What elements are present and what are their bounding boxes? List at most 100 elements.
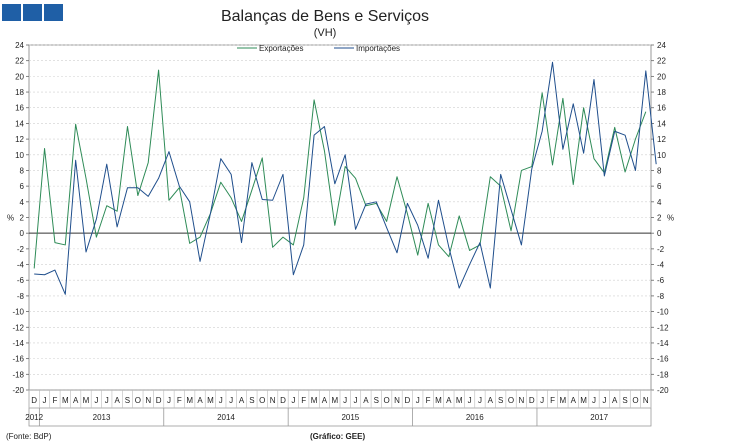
- legend-label: Exportações: [259, 44, 303, 53]
- x-month-label: D: [404, 396, 410, 405]
- x-month-label: O: [632, 396, 638, 405]
- x-month-label: N: [394, 396, 400, 405]
- x-year-label: 2013: [93, 413, 111, 422]
- y-tick-label: 10: [657, 151, 666, 160]
- y-tick-label: 0: [657, 229, 662, 238]
- source-note: (Fonte: BdP): [6, 432, 52, 441]
- x-month-label: A: [239, 396, 245, 405]
- y-tick-label: -8: [657, 292, 665, 301]
- y-tick-label: -8: [17, 292, 25, 301]
- x-month-label: F: [550, 396, 555, 405]
- y-tick-label: -16: [657, 355, 669, 364]
- x-month-label: S: [498, 396, 503, 405]
- x-month-label: S: [374, 396, 379, 405]
- x-month-label: J: [105, 396, 109, 405]
- x-month-label: D: [529, 396, 535, 405]
- x-month-label: S: [125, 396, 130, 405]
- y-tick-label: -10: [12, 308, 24, 317]
- x-month-label: J: [94, 396, 98, 405]
- x-month-label: M: [331, 396, 338, 405]
- y-tick-label: -12: [12, 323, 24, 332]
- x-month-label: A: [363, 396, 369, 405]
- x-month-label: O: [259, 396, 265, 405]
- x-month-label: J: [602, 396, 606, 405]
- y-tick-label: 2: [657, 214, 662, 223]
- x-month-label: M: [456, 396, 463, 405]
- x-month-label: A: [571, 396, 577, 405]
- y-tick-label: 14: [15, 119, 24, 128]
- x-month-label: J: [219, 396, 223, 405]
- y-tick-label: -18: [657, 370, 669, 379]
- x-month-label: M: [435, 396, 442, 405]
- logo-square-icon: [2, 4, 21, 21]
- x-month-label: A: [197, 396, 203, 405]
- x-month-label: O: [508, 396, 514, 405]
- y-tick-label: -14: [12, 339, 24, 348]
- y-tick-label: 22: [657, 57, 666, 66]
- x-year-label: 2014: [217, 413, 235, 422]
- x-month-label: F: [301, 396, 306, 405]
- x-month-label: N: [519, 396, 525, 405]
- x-month-label: A: [322, 396, 328, 405]
- x-month-label: A: [73, 396, 79, 405]
- x-month-label: D: [31, 396, 37, 405]
- y-tick-label: -20: [657, 386, 669, 395]
- x-month-label: J: [540, 396, 544, 405]
- series-line-importações: [34, 61, 657, 295]
- x-month-label: J: [592, 396, 596, 405]
- x-month-label: A: [488, 396, 494, 405]
- x-year-label: 2016: [466, 413, 484, 422]
- y-tick-label: 20: [657, 72, 666, 81]
- bank-logo: [2, 4, 63, 21]
- x-month-label: S: [249, 396, 254, 405]
- y-tick-label: 6: [20, 182, 25, 191]
- series-line-exportações: [33, 69, 647, 269]
- y-tick-label: 4: [657, 198, 662, 207]
- chart-title: Balanças de Bens e Serviços: [220, 8, 430, 25]
- x-month-label: J: [343, 396, 347, 405]
- x-month-label: D: [280, 396, 286, 405]
- x-month-label: F: [177, 396, 182, 405]
- chart-credit: (Gráfico: GEE): [310, 432, 366, 441]
- y-tick-label: 24: [657, 41, 666, 50]
- x-month-label: M: [62, 396, 69, 405]
- x-month-label: J: [167, 396, 171, 405]
- x-year-label: 2015: [341, 413, 359, 422]
- x-month-label: D: [156, 396, 162, 405]
- x-month-label: O: [384, 396, 390, 405]
- y-tick-label: -2: [657, 245, 665, 254]
- y-tick-label: 10: [15, 151, 24, 160]
- x-month-label: M: [580, 396, 587, 405]
- y-unit-label: %: [667, 214, 674, 223]
- y-tick-label: 14: [657, 119, 666, 128]
- y-tick-label: -4: [17, 261, 25, 270]
- x-month-label: J: [416, 396, 420, 405]
- x-month-label: J: [229, 396, 233, 405]
- x-month-label: A: [446, 396, 452, 405]
- y-tick-label: 18: [15, 88, 24, 97]
- x-month-label: M: [83, 396, 90, 405]
- x-month-label: N: [643, 396, 649, 405]
- chart-subtitle: (VH): [313, 27, 337, 39]
- logo-square-icon: [23, 4, 42, 21]
- y-tick-label: -6: [17, 276, 25, 285]
- x-month-label: J: [468, 396, 472, 405]
- y-tick-label: 8: [20, 166, 25, 175]
- y-tick-label: 20: [15, 72, 24, 81]
- y-unit-label: %: [7, 214, 14, 223]
- y-tick-label: -6: [657, 276, 665, 285]
- y-tick-label: 0: [20, 229, 25, 238]
- y-tick-label: 12: [15, 135, 24, 144]
- x-month-label: F: [426, 396, 431, 405]
- logo-square-icon: [44, 4, 63, 21]
- y-tick-label: 12: [657, 135, 666, 144]
- y-tick-label: 24: [15, 41, 24, 50]
- y-tick-label: 2: [20, 214, 25, 223]
- x-month-label: M: [186, 396, 193, 405]
- x-month-label: S: [622, 396, 627, 405]
- y-tick-label: -14: [657, 339, 669, 348]
- x-month-label: J: [354, 396, 358, 405]
- x-year-label: 2017: [590, 413, 608, 422]
- y-tick-label: 4: [20, 198, 25, 207]
